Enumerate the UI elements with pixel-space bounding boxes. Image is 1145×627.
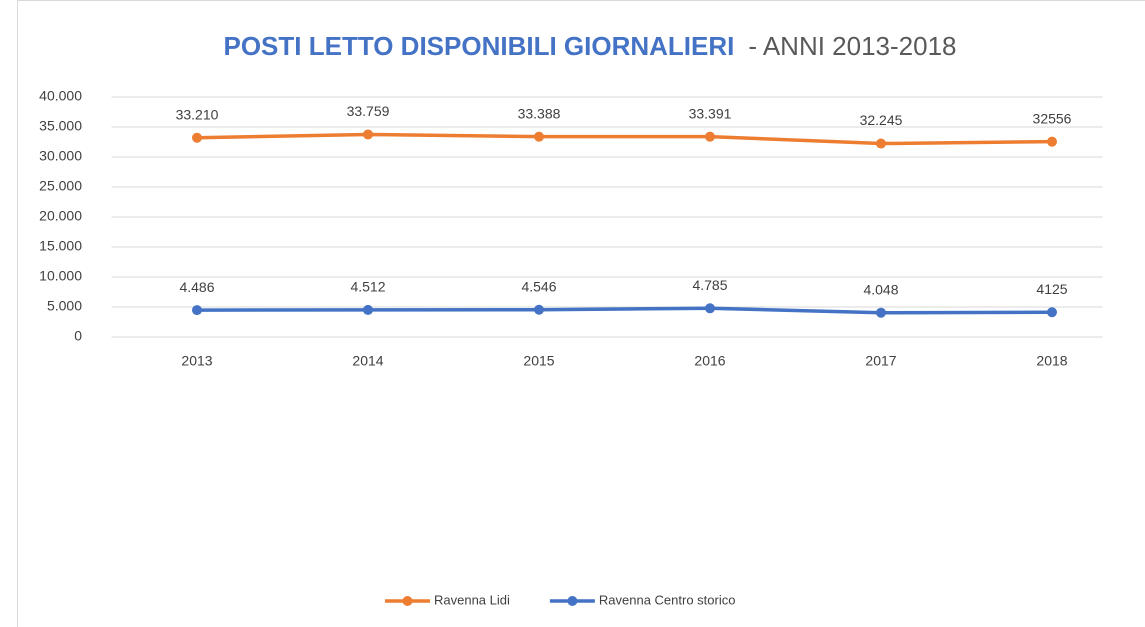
x-tick-label: 2018 <box>1036 353 1067 369</box>
data-label: 33.210 <box>176 106 219 122</box>
y-tick-label: 35.000 <box>39 118 82 134</box>
legend-label: Ravenna Centro storico <box>599 592 736 607</box>
data-label: 4.048 <box>863 281 898 297</box>
data-label: 32.245 <box>860 112 903 128</box>
data-point <box>363 129 373 140</box>
data-label: 32556 <box>1033 110 1072 126</box>
data-label: 4.486 <box>179 279 214 295</box>
data-point <box>192 132 202 143</box>
legend-marker <box>402 596 413 606</box>
data-point <box>534 304 544 315</box>
data-label: 33.391 <box>689 105 732 121</box>
data-point <box>534 131 544 142</box>
series-line <box>195 132 1054 146</box>
data-point <box>705 303 715 314</box>
y-tick-label: 5.000 <box>47 298 82 314</box>
legend-label: Ravenna Lidi <box>434 592 510 607</box>
data-label: 4.546 <box>521 278 556 294</box>
y-tick-label: 30.000 <box>39 148 82 164</box>
data-label: 4.512 <box>350 279 385 295</box>
y-tick-label: 15.000 <box>39 238 82 254</box>
chart-title: POSTI LETTO DISPONIBILI GIORNALIERI <box>223 31 734 61</box>
y-tick-label: 10.000 <box>39 268 82 284</box>
x-tick-label: 2015 <box>523 353 554 369</box>
x-tick-label: 2016 <box>694 353 725 369</box>
data-label: 33.759 <box>347 103 390 119</box>
data-label: 4.785 <box>692 277 727 293</box>
data-point <box>876 138 886 149</box>
chart-subtitle: - ANNI 2013-2018 <box>748 31 956 61</box>
data-label: 4125 <box>1036 281 1067 297</box>
data-point <box>705 131 715 142</box>
data-label: 33.388 <box>518 105 561 121</box>
y-tick-label: 40.000 <box>39 88 82 104</box>
series-line <box>195 306 1054 315</box>
data-point <box>192 305 202 316</box>
legend-marker <box>567 596 578 606</box>
chart-heading: POSTI LETTO DISPONIBILI GIORNALIERI - ANN… <box>223 31 956 61</box>
x-tick-label: 2013 <box>181 353 212 369</box>
x-tick-label: 2017 <box>865 353 896 369</box>
data-point <box>876 307 886 318</box>
x-tick-label: 2014 <box>352 353 383 369</box>
data-point <box>1047 136 1057 147</box>
y-tick-label: 0 <box>74 328 82 344</box>
data-point <box>363 304 373 315</box>
y-tick-label: 20.000 <box>39 208 82 224</box>
data-point <box>1047 307 1057 318</box>
y-tick-label: 25.000 <box>39 178 82 194</box>
